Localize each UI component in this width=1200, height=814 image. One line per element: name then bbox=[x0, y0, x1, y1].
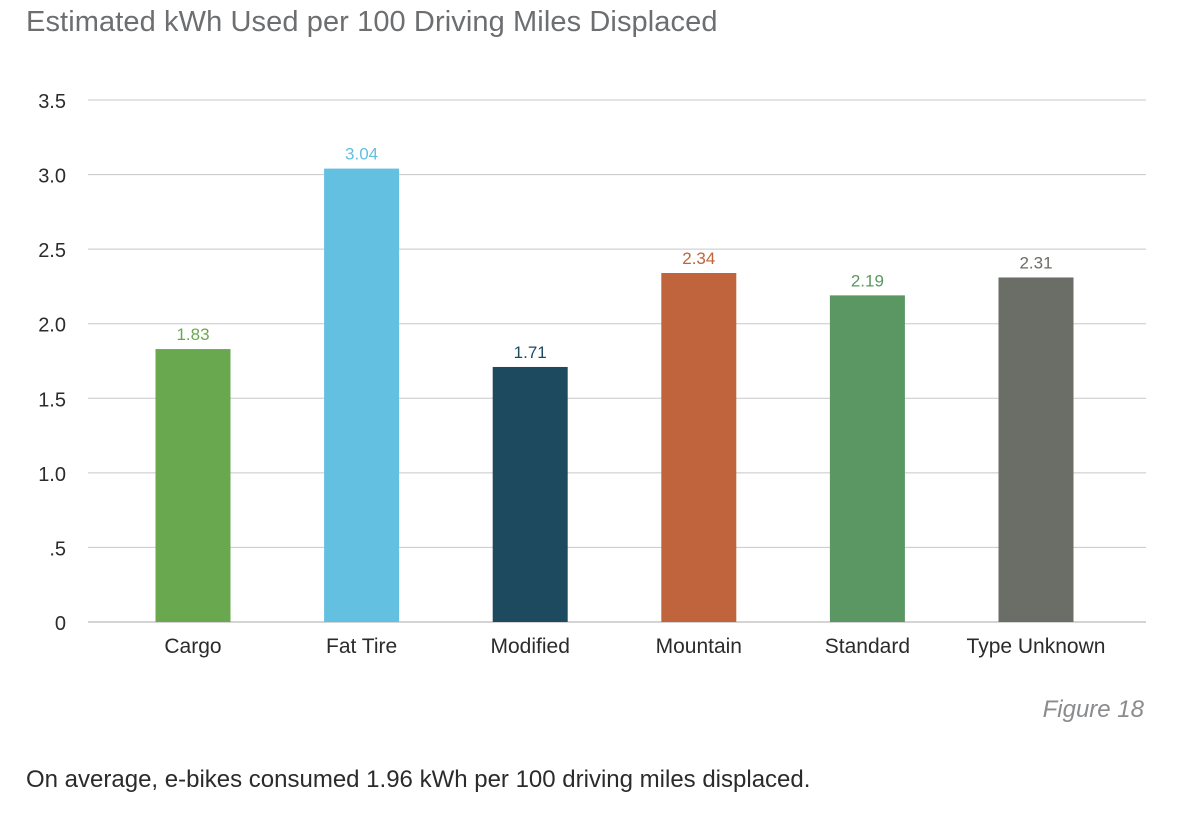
bars bbox=[155, 168, 1074, 622]
value-label: 1.71 bbox=[514, 343, 547, 362]
bar-modified bbox=[492, 366, 568, 622]
bar-fat-tire bbox=[324, 168, 400, 622]
bar-type-unknown bbox=[998, 277, 1074, 622]
x-axis-tick-labels: Cargo Fat Tire Modified Mountain Standard Typ… bbox=[164, 635, 1105, 658]
value-labels: 1.83 3.04 1.71 2.34 2.19 2.31 bbox=[176, 145, 1052, 362]
y-tick-label: 1.0 bbox=[38, 464, 66, 486]
summary-text: On average, e-bikes consumed 1.96 kWh pe… bbox=[26, 766, 811, 793]
y-axis-tick-labels: 0 .5 1.0 1.5 2.0 2.5 3.0 3.5 bbox=[38, 91, 66, 635]
x-tick-label: Mountain bbox=[656, 635, 742, 658]
bar-cargo bbox=[155, 349, 231, 622]
value-label: 1.83 bbox=[176, 325, 209, 344]
y-tick-label: 0 bbox=[55, 613, 66, 635]
x-tick-label: Fat Tire bbox=[326, 635, 397, 658]
bar-mountain bbox=[661, 273, 737, 622]
value-label: 2.31 bbox=[1019, 253, 1052, 272]
value-label: 2.34 bbox=[682, 249, 715, 268]
x-tick-label: Modified bbox=[491, 635, 570, 658]
gridlines bbox=[88, 99, 1146, 623]
y-tick-label: .5 bbox=[49, 538, 66, 560]
chart-title: Estimated kWh Used per 100 Driving Miles… bbox=[26, 6, 718, 38]
y-tick-label: 3.0 bbox=[38, 166, 66, 188]
y-tick-label: 3.5 bbox=[38, 91, 66, 113]
y-tick-label: 2.5 bbox=[38, 240, 66, 262]
figure-label: Figure 18 bbox=[1042, 696, 1144, 723]
value-label: 2.19 bbox=[851, 271, 884, 290]
y-tick-label: 2.0 bbox=[38, 315, 66, 337]
bar-standard bbox=[829, 295, 905, 622]
x-tick-label: Standard bbox=[825, 635, 910, 658]
x-tick-label: Cargo bbox=[164, 635, 221, 658]
x-tick-label: Type Unknown bbox=[967, 635, 1106, 658]
value-label: 3.04 bbox=[345, 145, 378, 164]
y-tick-label: 1.5 bbox=[38, 389, 66, 411]
